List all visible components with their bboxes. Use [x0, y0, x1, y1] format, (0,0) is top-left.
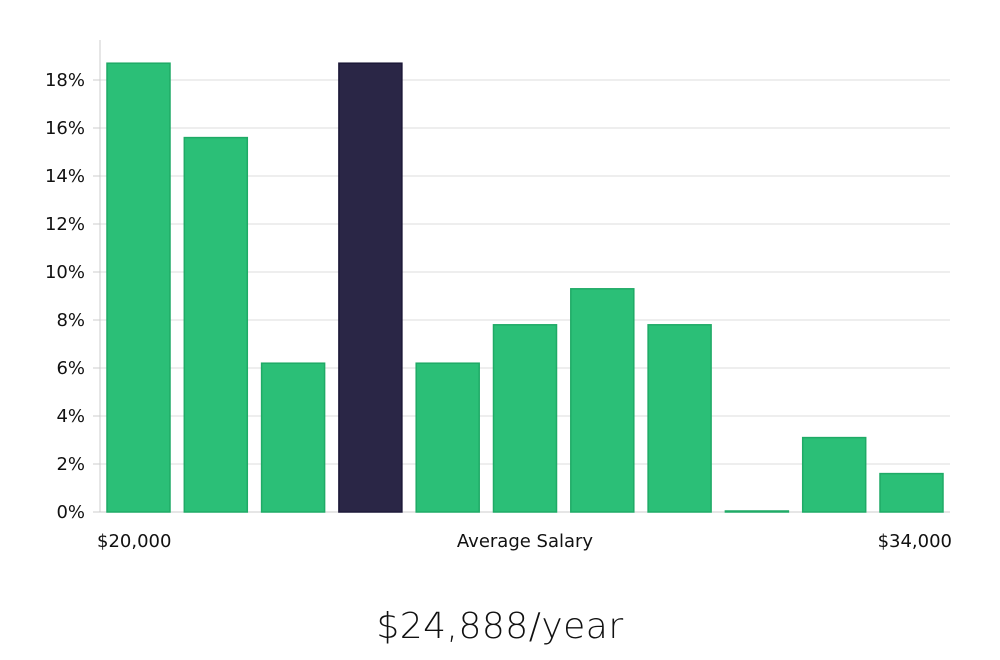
y-tick-label-0: 0%: [56, 502, 85, 523]
bar-1: [106, 62, 171, 513]
y-tick-label-4: 4%: [56, 406, 85, 427]
y-tick-label-8: 8%: [56, 310, 85, 331]
bar-3: [260, 362, 326, 513]
bar-10: [801, 436, 867, 513]
salary-histogram: 0% 2% 4% 6% 8% 10% 12% 14% 16% 18% $20,000 Averag…: [45, 40, 952, 552]
average-salary-summary: $24,888/year: [376, 606, 624, 647]
bar-7: [570, 288, 635, 513]
y-tick-label-6: 6%: [56, 358, 85, 379]
y-tick-label-10: 10%: [45, 262, 85, 283]
bar-highlighted-4: [338, 62, 403, 513]
bar-6: [492, 324, 558, 513]
bar-5: [415, 362, 480, 513]
bar-11: [879, 472, 944, 513]
y-tick-label-12: 12%: [45, 214, 85, 235]
bar-2: [183, 136, 249, 513]
bar-8: [647, 324, 712, 513]
bars: [106, 62, 944, 513]
y-tick-label-2: 2%: [56, 454, 85, 475]
x-max-label: $34,000: [878, 531, 952, 552]
x-axis-title: Average Salary: [457, 531, 594, 552]
x-min-label: $20,000: [97, 531, 171, 552]
y-tick-label-14: 14%: [45, 166, 85, 187]
y-tick-label-16: 16%: [45, 118, 85, 139]
y-axis-ticks: 0% 2% 4% 6% 8% 10% 12% 14% 16% 18%: [45, 70, 100, 523]
y-tick-label-18: 18%: [45, 70, 85, 91]
bar-9: [724, 510, 790, 513]
